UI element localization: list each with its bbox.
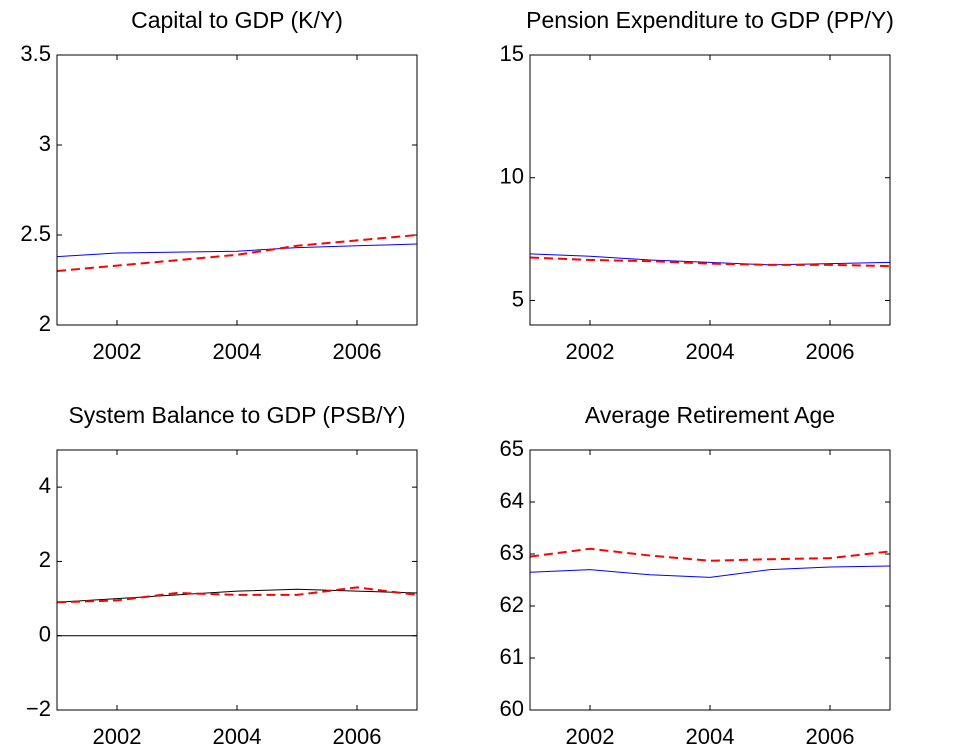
x-tick-label: 2002	[93, 339, 142, 364]
axes-box	[529, 449, 891, 711]
x-tick-label: 2006	[333, 724, 382, 749]
chart-title: Average Retirement Age	[585, 402, 835, 428]
x-tick-label: 2004	[213, 724, 262, 749]
y-tick-label: 4	[39, 473, 51, 498]
chart-title: Pension Expenditure to GDP (PP/Y)	[526, 7, 894, 33]
x-tick-label: 2006	[806, 339, 855, 364]
y-tick-label: 3	[39, 131, 51, 156]
line-series	[56, 234, 418, 272]
line-series	[529, 565, 891, 578]
x-tick-label: 2006	[806, 724, 855, 749]
y-tick-label: 10	[500, 164, 524, 189]
x-tick-label: 2004	[686, 339, 735, 364]
x-tick-label: 2004	[213, 339, 262, 364]
y-tick-label: 15	[500, 41, 524, 66]
y-tick-label: 61	[500, 644, 524, 669]
y-tick-label: 64	[500, 488, 524, 513]
x-tick-label: 2004	[686, 724, 735, 749]
y-tick-label: 2	[39, 311, 51, 336]
line-series	[529, 547, 891, 562]
axes-box	[56, 54, 418, 326]
line-series	[529, 256, 891, 268]
y-tick-label: 2.5	[20, 221, 51, 246]
x-tick-label: 2006	[333, 339, 382, 364]
y-tick-label: −2	[26, 696, 51, 721]
line-series	[56, 588, 418, 603]
y-tick-label: 2	[39, 547, 51, 572]
y-tick-label: 3.5	[20, 41, 51, 66]
y-tick-label: 65	[500, 436, 524, 461]
chart-title: Capital to GDP (K/Y)	[131, 7, 343, 33]
line-series	[56, 243, 418, 258]
chart-title: System Balance to GDP (PSB/Y)	[68, 402, 405, 428]
y-tick-label: 0	[39, 622, 51, 647]
y-tick-label: 62	[500, 592, 524, 617]
line-series	[529, 253, 891, 266]
x-tick-label: 2002	[566, 724, 615, 749]
axes-box	[529, 54, 891, 326]
y-tick-label: 63	[500, 540, 524, 565]
line-series	[56, 586, 418, 604]
x-tick-label: 2002	[566, 339, 615, 364]
y-tick-label: 60	[500, 696, 524, 721]
x-tick-label: 2002	[93, 724, 142, 749]
y-tick-label: 5	[512, 286, 524, 311]
axes-box	[56, 449, 418, 711]
